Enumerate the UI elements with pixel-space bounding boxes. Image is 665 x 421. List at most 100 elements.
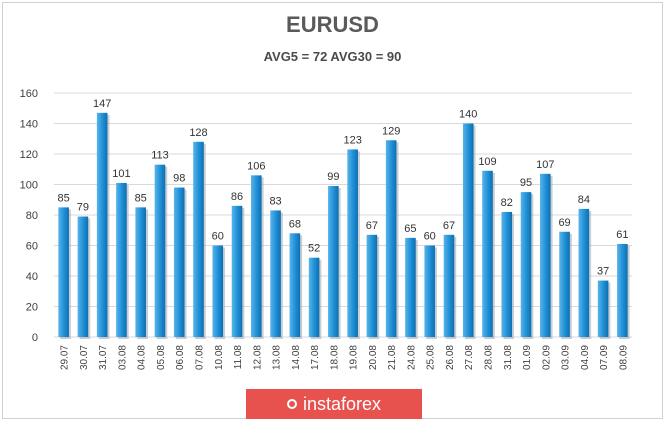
data-label: 65 [404,223,416,235]
x-tick-label: 08.09 [618,345,629,370]
x-tick-label: 04.08 [137,345,148,370]
x-tick-label: 29.07 [60,345,71,370]
x-tick-label: 07.09 [599,345,610,370]
data-label: 37 [597,266,609,278]
data-label: 107 [536,159,554,171]
data-label: 83 [269,195,281,207]
x-tick-label: 18.08 [329,345,340,370]
bar [617,243,628,337]
bar [77,216,89,337]
data-label: 79 [77,202,89,214]
data-label: 61 [616,229,628,241]
data-label: 60 [212,231,224,243]
x-tick-label: 11.08 [233,345,244,370]
data-label: 140 [459,109,477,121]
y-tick-label: 120 [20,149,38,161]
bar [347,149,358,337]
bar [173,187,185,337]
x-axis: 29.07 30.07 31.07 03.08 04.08 05.08 06.08 07.08… [60,345,630,370]
x-tick-label: 14.08 [291,345,302,370]
data-label: 109 [478,156,496,168]
x-tick-label: 19.08 [349,345,360,370]
x-tick-label: 04.09 [580,345,591,370]
y-tick-label: 0 [32,332,38,344]
x-tick-label: 07.08 [195,345,206,370]
data-label: 82 [501,197,513,209]
x-tick-label: 20.08 [368,345,379,370]
bar [251,175,262,337]
bar [597,280,609,337]
bar [212,245,224,337]
x-tick-label: 03.09 [561,345,572,370]
watermark-text: instaforex [302,393,382,414]
bar [482,170,493,337]
data-label: 85 [58,192,70,204]
y-axis: 0 20 40 60 80 100 120 140 160 [20,88,38,344]
bar [462,123,474,337]
bar [540,173,551,337]
data-label: 129 [382,125,400,137]
y-tick-label: 100 [20,180,38,192]
data-label: 123 [343,134,361,146]
bar [154,164,166,337]
bar [366,234,378,337]
logo-icon [286,399,297,409]
x-tick-label: 25.08 [426,345,437,370]
x-tick-label: 10.08 [214,345,225,370]
bar [559,231,570,337]
bar [96,112,108,337]
x-tick-label: 03.08 [117,345,128,370]
bar [501,211,513,337]
x-tick-label: 24.08 [406,345,417,370]
bar [328,186,339,337]
bar [270,210,281,337]
data-label: 52 [308,243,320,255]
x-tick-label: 30.07 [79,345,90,370]
x-tick-label: 12.08 [252,345,263,370]
bar [424,245,435,337]
x-tick-label: 02.09 [541,345,552,370]
data-label: 106 [247,160,265,172]
bar [520,192,532,337]
bar [443,234,455,337]
x-tick-label: 31.07 [98,345,109,370]
chart-subtitle: AVG5 = 72 AVG30 = 90 [263,49,402,64]
x-tick-label: 26.08 [445,345,456,370]
watermark: instaforex [246,389,422,419]
x-tick-label: 31.08 [503,345,514,370]
data-label: 68 [289,218,301,230]
bar [135,207,146,337]
y-tick-label: 40 [26,271,38,283]
data-label: 99 [327,171,339,183]
x-tick-label: 28.08 [484,345,495,370]
x-tick-label: 06.08 [175,345,186,370]
bar [193,141,204,337]
x-tick-label: 27.08 [464,345,475,370]
x-tick-label: 17.08 [310,345,321,370]
data-label: 95 [520,177,532,189]
y-tick-label: 60 [26,241,38,253]
grid-lines [54,92,632,338]
y-tick-label: 140 [20,119,38,131]
data-label: 67 [443,220,455,232]
bar [289,233,301,337]
bars: 85 79 147 101 85 113 98 128 60 86 106 83 68 52 99 123 67… [58,98,630,339]
data-label: 98 [173,173,185,185]
bar [308,257,320,337]
bar [385,140,397,337]
bar [116,182,127,337]
bar [405,237,416,337]
data-label: 85 [135,192,147,204]
data-label: 86 [231,191,243,203]
y-tick-label: 160 [20,88,38,100]
data-label: 60 [424,231,436,243]
bar [58,207,69,337]
data-label: 84 [578,194,590,206]
y-tick-label: 20 [26,302,38,314]
data-label: 67 [366,220,378,232]
x-tick-label: 13.08 [272,345,283,370]
x-tick-label: 01.09 [522,345,533,370]
bar [231,205,243,337]
data-label: 69 [558,217,570,229]
